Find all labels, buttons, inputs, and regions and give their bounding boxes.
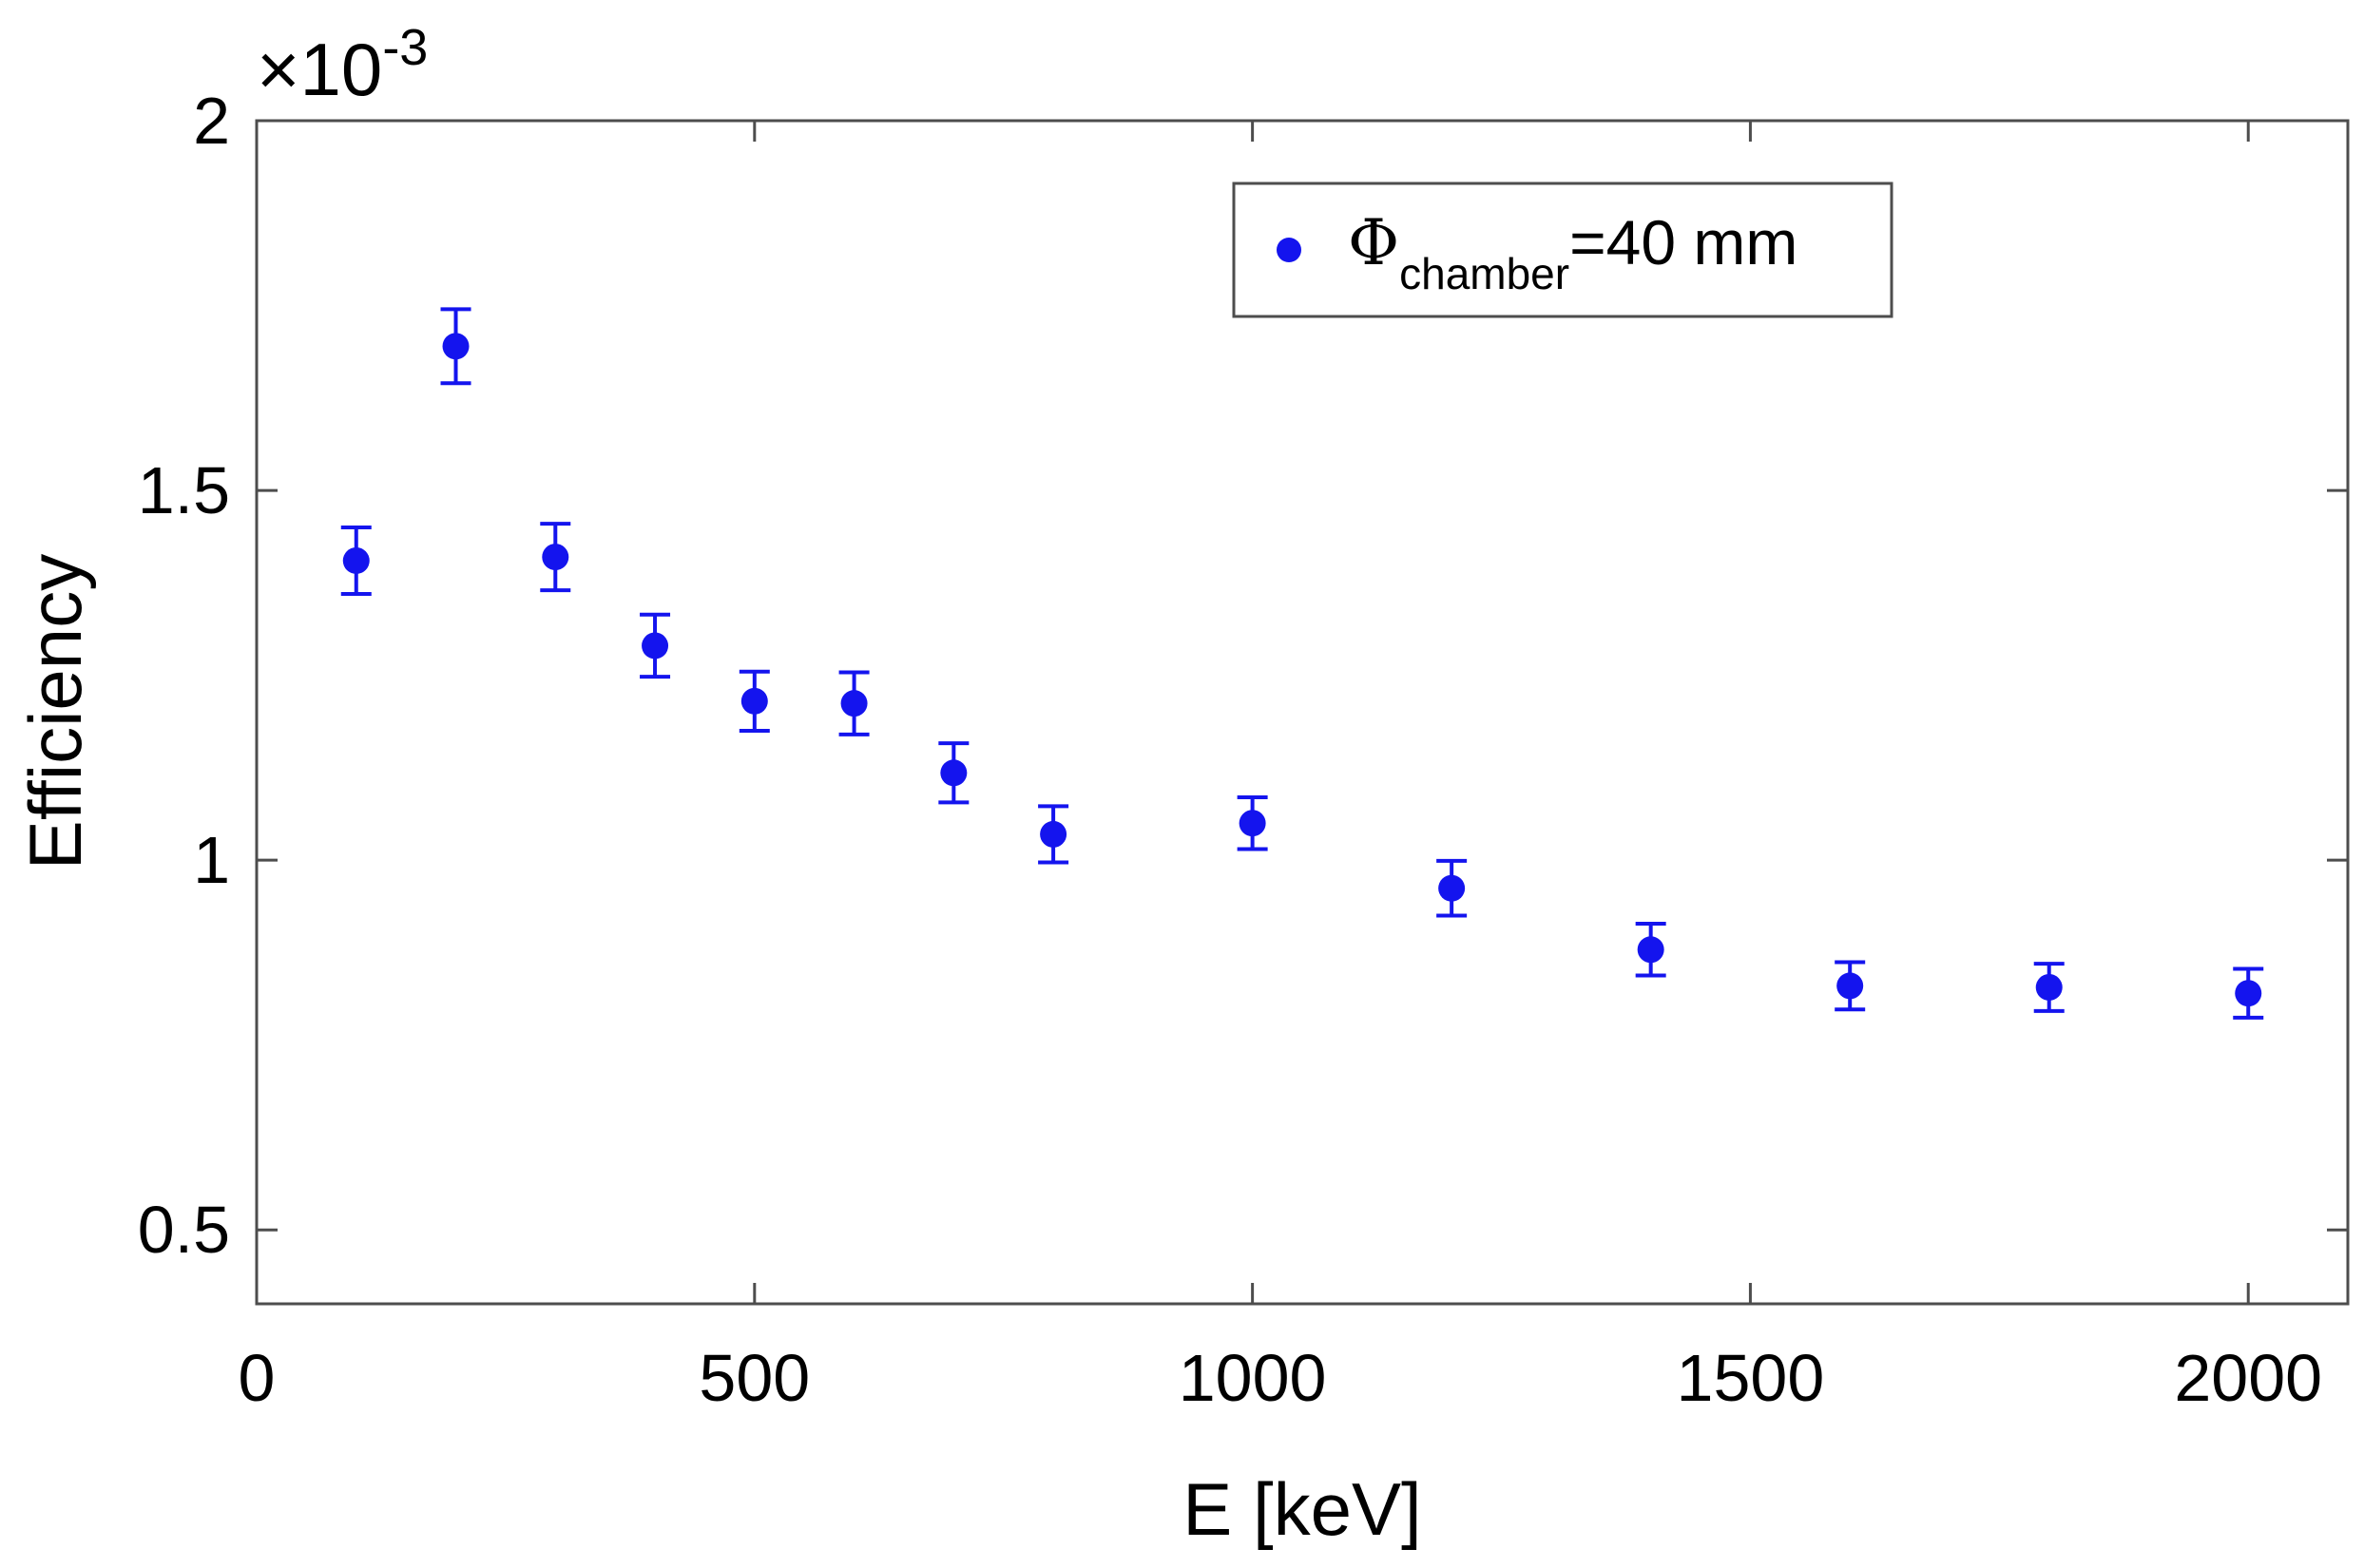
legend-marker	[1277, 238, 1301, 262]
data-point-group	[938, 741, 970, 805]
data-point	[642, 632, 669, 660]
y-tick-label: 2	[193, 84, 230, 158]
svg-text:×10-3: ×10-3	[257, 19, 428, 111]
data-point	[1040, 820, 1067, 848]
data-point	[1438, 874, 1466, 902]
y-tick-label: 1.5	[138, 453, 230, 527]
x-tick-label: 2000	[2174, 1341, 2322, 1415]
data-point-group	[1237, 794, 1268, 851]
data-point-group	[2033, 962, 2065, 1013]
data-point-group	[1835, 960, 1866, 1012]
x-axis: 0 500 1000 1500 2000	[239, 121, 2322, 1415]
data-point	[2035, 973, 2063, 1001]
x-tick-label: 500	[699, 1341, 810, 1415]
data-point	[940, 759, 968, 787]
y-axis-multiplier: ×10-3	[257, 19, 428, 111]
legend: Φchamber=40 mm	[1232, 182, 1893, 318]
multiplier-base: ×10	[257, 28, 382, 111]
data-point-group	[838, 670, 870, 736]
x-axis-label: E [keV]	[1182, 1467, 1421, 1551]
data-point-group	[640, 612, 671, 679]
data-point	[2235, 980, 2262, 1007]
data-point-group	[2233, 966, 2264, 1020]
data-point-group	[540, 522, 571, 593]
y-tick-label: 1	[193, 823, 230, 897]
legend-label: Φchamber=40 mm	[1348, 206, 1797, 298]
data-point	[740, 687, 768, 715]
y-axis-label: Efficiency	[13, 554, 97, 870]
data-point-group	[739, 669, 770, 733]
y-axis: 0.5 1 1.5 2	[138, 84, 2348, 1267]
data-point	[542, 544, 569, 571]
data-point	[442, 333, 470, 360]
legend-box	[1232, 182, 1893, 318]
data-point	[1637, 936, 1664, 964]
x-tick-label: 0	[239, 1341, 276, 1415]
data-point-group	[440, 307, 471, 386]
x-tick-label: 1000	[1179, 1341, 1327, 1415]
legend-subscript: chamber	[1399, 249, 1569, 298]
data-point-group	[1436, 858, 1468, 918]
legend-suffix: =40 mm	[1569, 207, 1797, 277]
data-point	[342, 546, 370, 574]
y-tick-label: 0.5	[138, 1193, 230, 1267]
data-point	[1239, 810, 1266, 837]
data-series	[340, 307, 2264, 1020]
x-tick-label: 1500	[1677, 1341, 1825, 1415]
data-point	[1836, 972, 1864, 1000]
legend-phi: Φ	[1348, 206, 1399, 279]
data-point	[840, 690, 868, 717]
data-point-group	[340, 525, 372, 596]
data-point-group	[1038, 804, 1069, 865]
multiplier-exponent: -3	[382, 19, 428, 76]
data-point-group	[1635, 922, 1666, 978]
